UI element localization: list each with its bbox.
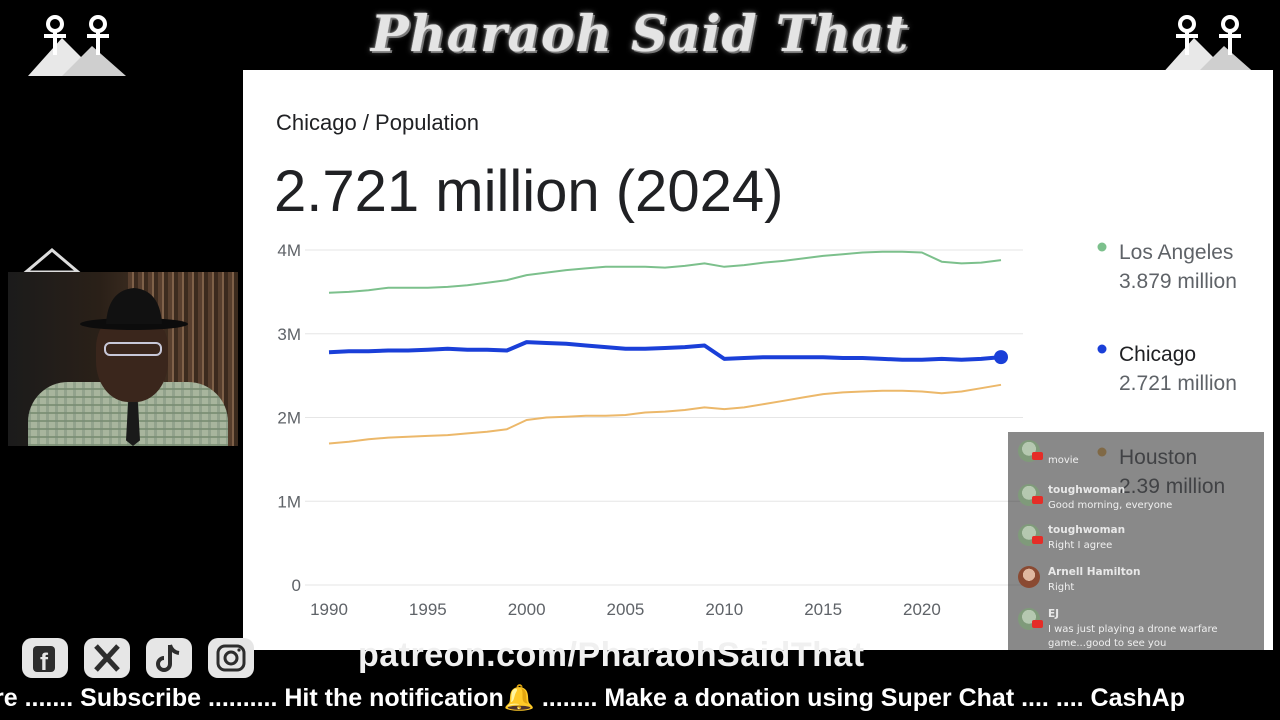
facebook-icon[interactable]: f: [18, 636, 72, 680]
webcam-video: [8, 272, 238, 446]
chat-text: Right I agree: [1048, 540, 1113, 551]
y-tick-label: 0: [292, 576, 301, 595]
breadcrumb: Chicago / Population: [276, 110, 480, 135]
series-line-chicago: [328, 340, 1002, 362]
chat-message: Arnell Hamilton Right: [1018, 566, 1258, 606]
scrolling-ticker: re ....... Subscribe .......... Hit the …: [0, 682, 1280, 720]
highlight-point: [994, 350, 1008, 365]
youtube-badge-icon: [1032, 620, 1043, 628]
x-tick-label: 1990: [310, 600, 348, 619]
instagram-icon[interactable]: [204, 636, 258, 680]
y-tick-label: 4M: [277, 241, 301, 260]
y-tick-label: 1M: [277, 492, 301, 511]
chat-author: toughwoman: [1048, 484, 1126, 496]
chat-message: toughwoman Good morning, everyone: [1018, 484, 1258, 524]
chat-author: toughwoman: [1048, 524, 1126, 536]
chat-author: Arnell Hamilton: [1048, 566, 1141, 578]
ankh-pyramid-emblem-icon: [28, 15, 126, 76]
x-tick-label: 2005: [607, 600, 645, 619]
tiktok-icon[interactable]: [142, 636, 196, 680]
youtube-badge-icon: [1032, 536, 1043, 544]
svg-text:f: f: [40, 649, 49, 676]
legend-series-name: Chicago: [1119, 343, 1196, 366]
headline-value: 2.721 million (2024): [274, 159, 784, 224]
x-tick-label: 2015: [804, 600, 842, 619]
chat-author: EJ: [1048, 608, 1060, 620]
live-chat-overlay: movie toughwoman Good morning, everyone tou…: [1008, 432, 1264, 650]
ankh-pyramid-emblem-icon: [1160, 15, 1258, 76]
pyramid-logo-icon: [22, 248, 82, 274]
youtube-badge-icon: [1032, 496, 1043, 504]
x-tick-label: 1995: [409, 600, 447, 619]
legend-series-value: 2.721 million: [1119, 372, 1237, 395]
legend-series-value: 3.879 million: [1119, 270, 1237, 293]
chat-text: Good morning, everyone: [1048, 500, 1173, 511]
x-tick-label: 2010: [705, 600, 743, 619]
patreon-link[interactable]: patreon.com/PharaohSaidThat: [358, 636, 865, 674]
chat-message: EJ I was just playing a drone warfare gam…: [1018, 608, 1258, 649]
chat-message: movie: [1018, 440, 1258, 480]
y-tick-label: 3M: [277, 325, 301, 344]
chat-text: Right: [1048, 582, 1075, 593]
series-line-los-angeles: [328, 250, 1002, 294]
legend-series-name: Los Angeles: [1119, 241, 1233, 264]
legend-marker: [1097, 242, 1107, 252]
x-tick-label: 2000: [508, 600, 546, 619]
x-icon[interactable]: [80, 636, 134, 680]
y-tick-label: 2M: [277, 409, 301, 428]
chat-message: toughwoman Right I agree: [1018, 524, 1258, 564]
chat-text: movie: [1048, 455, 1079, 466]
channel-title: Pharaoh Said That: [370, 4, 910, 63]
ticker-text: re ....... Subscribe .......... Hit the …: [0, 684, 1186, 712]
youtube-badge-icon: [1032, 452, 1043, 460]
legend-marker: [1097, 344, 1107, 354]
chat-text: I was just playing a drone warfare game.…: [1048, 624, 1218, 649]
avatar: [1018, 566, 1040, 588]
x-tick-label: 2020: [903, 600, 941, 619]
series-line-houston: [328, 383, 1002, 445]
